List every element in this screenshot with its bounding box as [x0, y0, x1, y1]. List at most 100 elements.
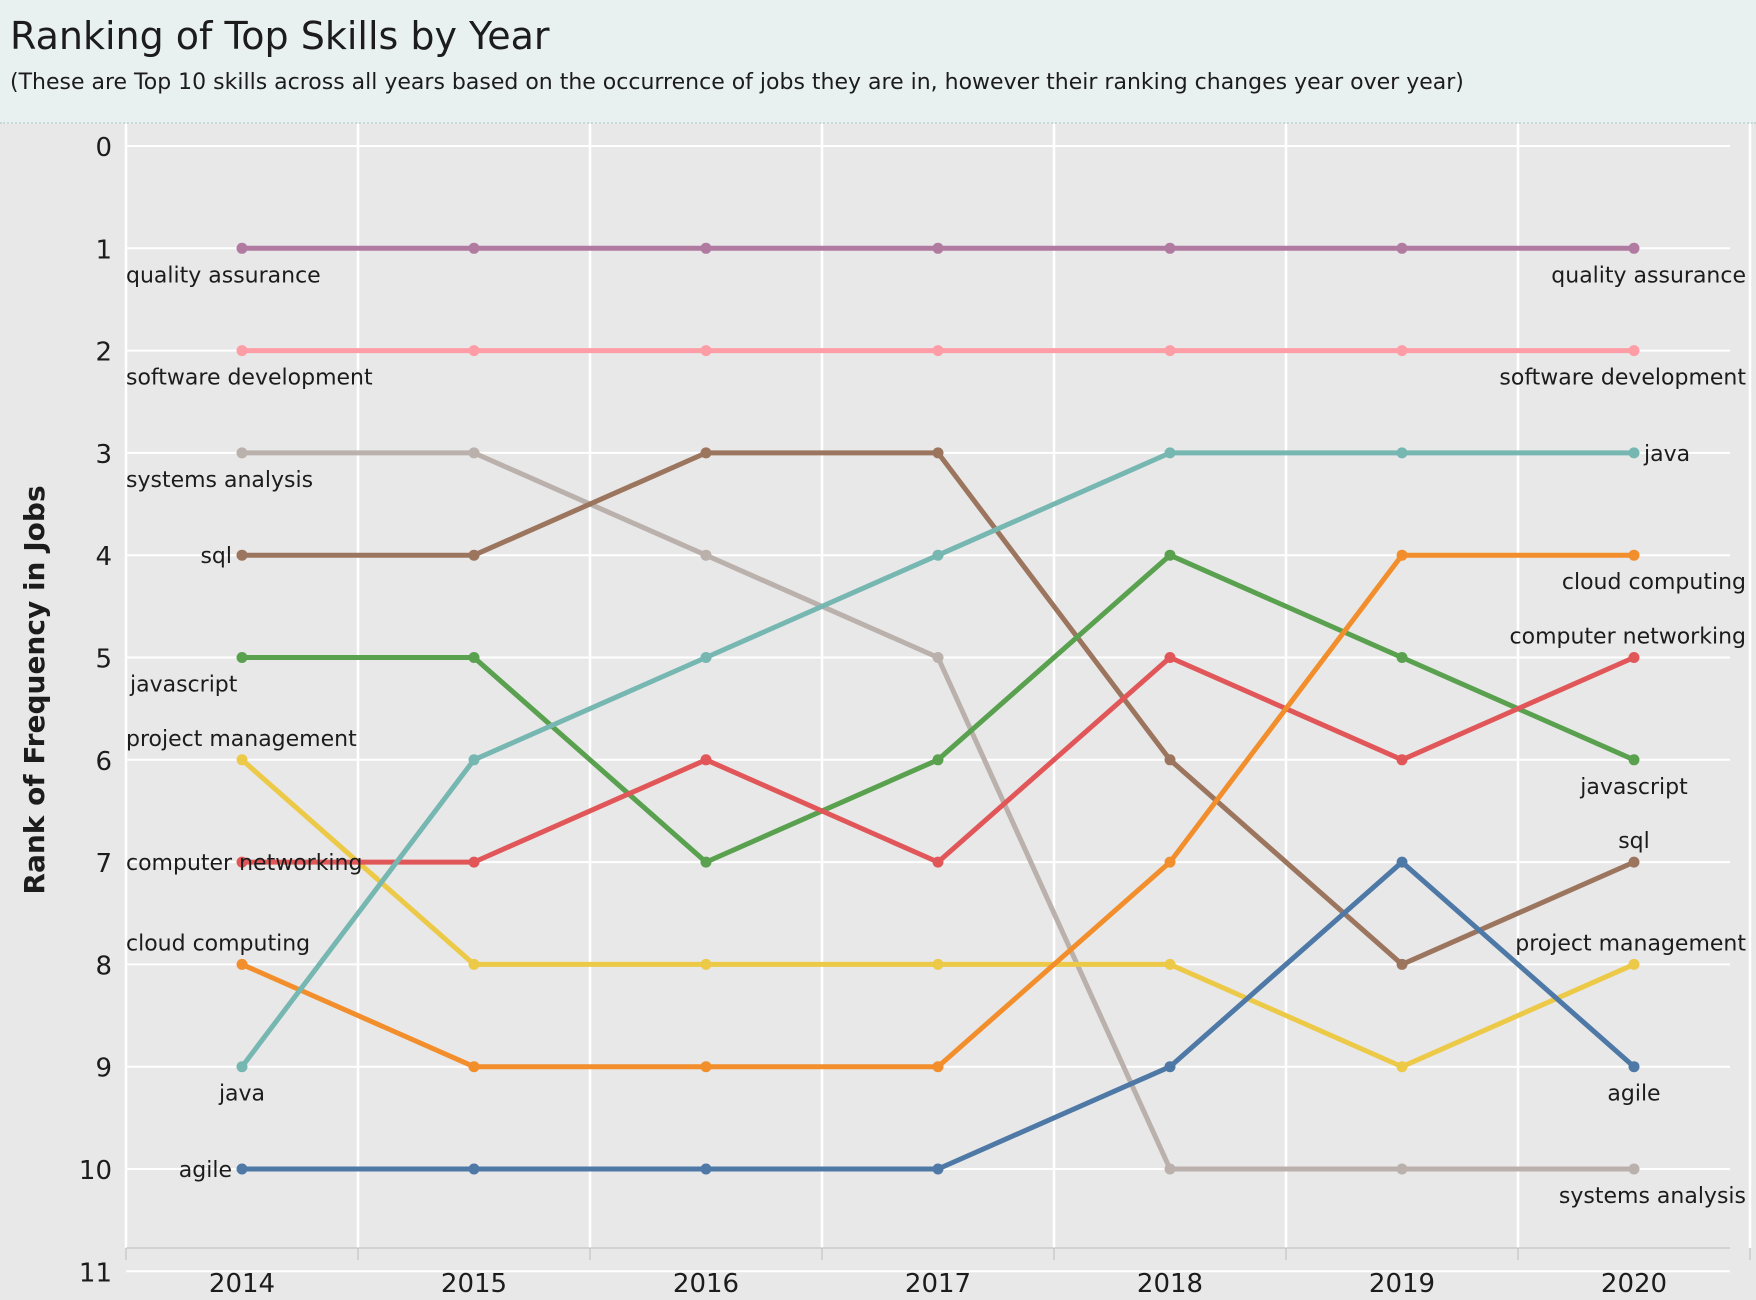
data-point	[1396, 447, 1408, 459]
data-point	[932, 1163, 944, 1175]
y-tick-label: 3	[95, 440, 112, 470]
data-point	[932, 754, 944, 766]
data-point	[1396, 754, 1408, 766]
data-point	[700, 1061, 712, 1073]
data-point	[1628, 242, 1640, 254]
data-point	[468, 1061, 480, 1073]
data-point	[1628, 549, 1640, 561]
data-point	[1164, 345, 1176, 357]
data-point	[1396, 958, 1408, 970]
series-line	[239, 552, 1637, 1070]
series-label-end: project management	[1515, 931, 1746, 956]
chart-title: Ranking of Top Skills by Year	[10, 14, 550, 58]
series-label-start: quality assurance	[126, 263, 321, 288]
data-point	[932, 549, 944, 561]
data-point	[1164, 856, 1176, 868]
series-label-start: sql	[200, 544, 232, 569]
series-label-end: cloud computing	[1562, 570, 1746, 595]
data-point	[1628, 1163, 1640, 1175]
series-label-end: sql	[1618, 829, 1650, 854]
data-point	[1396, 549, 1408, 561]
data-point	[700, 447, 712, 459]
data-point	[468, 856, 480, 868]
data-point	[700, 958, 712, 970]
data-point	[932, 652, 944, 663]
data-point	[1164, 447, 1176, 459]
data-point	[1164, 549, 1176, 561]
data-point	[468, 652, 480, 663]
data-point	[932, 958, 944, 970]
data-point	[700, 856, 712, 868]
data-point	[1628, 652, 1640, 663]
data-point	[1628, 958, 1640, 970]
data-point	[1396, 652, 1408, 663]
data-point	[1164, 1061, 1176, 1073]
data-point	[468, 447, 480, 459]
data-point	[236, 958, 248, 970]
data-point	[1396, 1061, 1408, 1073]
y-tick-label: 6	[95, 747, 112, 777]
data-point	[1396, 242, 1408, 254]
y-tick-label: 2	[95, 338, 112, 368]
series-label-start: systems analysis	[126, 468, 313, 493]
y-tick-label: 0	[95, 133, 112, 163]
y-tick-label: 1	[95, 235, 112, 265]
data-point	[468, 549, 480, 561]
series-label-end: computer networking	[1510, 625, 1746, 650]
x-tick-label: 2015	[441, 1269, 507, 1299]
grid	[124, 124, 1752, 1273]
series-line	[239, 552, 1637, 865]
series-label-start: computer networking	[126, 851, 362, 876]
data-point	[1628, 856, 1640, 868]
data-point	[468, 1163, 480, 1175]
series-label-end: quality assurance	[1551, 263, 1746, 288]
series-line	[239, 859, 1637, 1172]
chart-header: Ranking of Top Skills by Year (These are…	[0, 0, 1756, 124]
series-line	[239, 757, 1637, 1070]
data-point	[700, 345, 712, 357]
data-point	[932, 1061, 944, 1073]
data-point	[468, 958, 480, 970]
series-label-start: cloud computing	[126, 931, 310, 956]
data-point	[1628, 447, 1640, 459]
data-point	[1164, 1163, 1176, 1175]
x-tick-label: 2017	[905, 1269, 971, 1299]
data-point	[932, 345, 944, 357]
data-point	[236, 1163, 248, 1175]
x-tick-label: 2014	[209, 1269, 275, 1299]
data-point	[1396, 1163, 1408, 1175]
data-point	[700, 549, 712, 561]
data-point	[236, 1061, 248, 1073]
series-label-end: software development	[1499, 366, 1746, 391]
data-point	[932, 447, 944, 459]
data-point	[932, 856, 944, 868]
series-label-start: project management	[126, 727, 357, 752]
data-point	[700, 242, 712, 254]
series-labels: quality assurance quality assurance softwa…	[126, 263, 1746, 1209]
series-label-end: java	[1643, 442, 1690, 467]
data-point	[1628, 345, 1640, 357]
data-point	[236, 652, 248, 663]
y-tick-label: 10	[79, 1156, 112, 1186]
series-lines	[236, 242, 1640, 1175]
data-point	[700, 754, 712, 766]
series-label-start: java	[218, 1082, 265, 1107]
x-tick-label: 2020	[1601, 1269, 1667, 1299]
y-tick-label: 9	[95, 1054, 112, 1084]
chart-subtitle: (These are Top 10 skills across all year…	[10, 70, 1464, 95]
y-tick-label: 7	[95, 849, 112, 879]
data-point	[468, 754, 480, 766]
data-point	[932, 242, 944, 254]
x-tick-label: 2019	[1369, 1269, 1435, 1299]
data-point	[236, 345, 248, 357]
data-point	[700, 1163, 712, 1175]
data-point	[1396, 856, 1408, 868]
series-label-start: javascript	[129, 673, 238, 698]
series-label-end: systems analysis	[1559, 1184, 1746, 1209]
data-point	[1164, 242, 1176, 254]
axes: 0 1 2 3 4 5 6 7 8 9 10 11 2014 2015 2016 2017 2018 2019 20…	[79, 133, 1751, 1299]
data-point	[468, 345, 480, 357]
data-point	[700, 652, 712, 663]
y-axis-title: Rank of Frequency in Jobs	[18, 485, 51, 894]
